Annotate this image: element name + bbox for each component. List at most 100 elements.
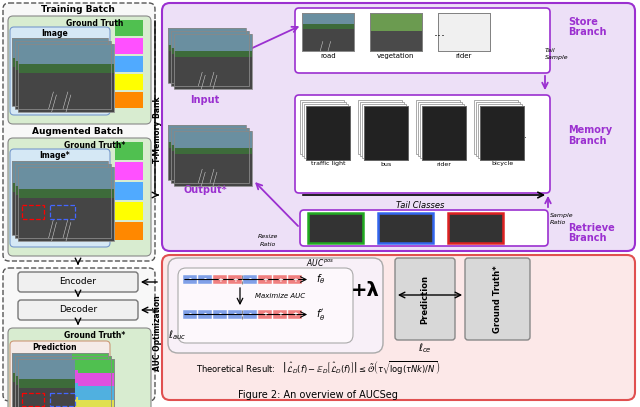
Bar	[288, 310, 302, 319]
Text: -: -	[189, 311, 191, 317]
FancyBboxPatch shape	[18, 272, 138, 292]
Text: -: -	[189, 276, 191, 282]
Bar	[15, 356, 111, 407]
Text: Ground Truth*: Ground Truth*	[65, 140, 125, 149]
Text: -: -	[248, 311, 252, 317]
Text: Store: Store	[568, 17, 598, 27]
FancyBboxPatch shape	[295, 8, 550, 73]
Bar	[174, 131, 252, 147]
Bar	[72, 353, 108, 367]
Bar	[15, 164, 111, 238]
Text: Decoder: Decoder	[59, 306, 97, 315]
Bar	[302, 102, 346, 156]
Text: +: +	[277, 276, 283, 282]
Bar	[288, 275, 302, 284]
Bar	[273, 310, 287, 319]
Text: Branch: Branch	[568, 233, 607, 243]
Bar	[300, 100, 344, 154]
Bar	[72, 380, 108, 394]
Bar	[18, 359, 114, 379]
Text: Sample: Sample	[545, 55, 568, 59]
Text: Sample: Sample	[550, 212, 573, 217]
Bar	[18, 359, 114, 407]
Text: Augmented Batch: Augmented Batch	[33, 127, 124, 136]
Bar	[15, 195, 111, 238]
Bar	[12, 161, 108, 183]
Text: Tail: Tail	[545, 48, 556, 53]
Bar	[77, 372, 114, 386]
Bar	[74, 383, 111, 397]
Bar	[18, 189, 114, 198]
Text: -: -	[234, 311, 236, 317]
Bar	[12, 353, 108, 407]
Bar	[168, 125, 246, 142]
Bar	[115, 92, 143, 108]
Bar	[228, 310, 242, 319]
Bar	[12, 183, 108, 192]
Bar	[12, 381, 108, 407]
Text: +: +	[232, 276, 238, 282]
Bar	[213, 310, 227, 319]
FancyBboxPatch shape	[162, 3, 635, 251]
Bar	[308, 213, 363, 243]
Text: Prediction: Prediction	[420, 274, 429, 324]
Bar	[168, 28, 246, 83]
Bar	[171, 31, 249, 86]
Text: Ground Truth: Ground Truth	[67, 18, 124, 28]
Bar	[18, 198, 114, 241]
Bar	[306, 106, 350, 160]
FancyBboxPatch shape	[168, 258, 383, 353]
Bar	[171, 31, 249, 48]
Bar	[12, 58, 108, 67]
Text: +: +	[292, 276, 298, 282]
Text: -: -	[204, 276, 207, 282]
Bar	[15, 70, 111, 109]
FancyBboxPatch shape	[10, 27, 110, 115]
Bar	[15, 385, 111, 407]
Bar	[213, 275, 227, 284]
Text: Memory: Memory	[568, 125, 612, 135]
Bar	[370, 31, 422, 51]
Bar	[168, 28, 246, 44]
Bar	[362, 104, 406, 158]
Bar	[174, 34, 252, 89]
Text: +: +	[292, 311, 298, 317]
Bar	[174, 131, 252, 186]
Bar	[18, 379, 114, 387]
Bar	[15, 186, 111, 195]
Bar	[15, 164, 111, 186]
Bar	[243, 275, 257, 284]
Bar	[378, 213, 433, 243]
Bar	[174, 57, 252, 89]
Bar	[168, 44, 246, 51]
Text: ...: ...	[516, 129, 528, 142]
FancyBboxPatch shape	[10, 341, 110, 407]
Bar	[77, 400, 114, 407]
Bar	[115, 20, 143, 36]
Bar	[422, 106, 466, 160]
Bar	[12, 353, 108, 407]
Text: AUC Optimization: AUC Optimization	[152, 295, 161, 371]
Bar	[15, 61, 111, 70]
Bar	[476, 102, 520, 156]
Bar	[115, 56, 143, 72]
Bar	[18, 44, 114, 64]
Bar	[115, 38, 143, 54]
Bar	[183, 310, 197, 319]
Text: -: -	[204, 311, 207, 317]
FancyBboxPatch shape	[395, 258, 455, 340]
Bar	[15, 41, 111, 61]
Bar	[474, 100, 518, 154]
Bar	[15, 356, 111, 407]
Text: Image*: Image*	[40, 151, 70, 160]
Bar	[360, 102, 404, 156]
Bar	[358, 100, 402, 154]
Text: road: road	[320, 53, 336, 59]
Text: -: -	[219, 311, 221, 317]
Text: +: +	[262, 311, 268, 317]
Text: traffic light: traffic light	[311, 162, 345, 166]
Text: Prediction: Prediction	[33, 344, 77, 352]
Text: -: -	[248, 276, 252, 282]
FancyBboxPatch shape	[178, 268, 353, 343]
Bar	[18, 359, 114, 407]
